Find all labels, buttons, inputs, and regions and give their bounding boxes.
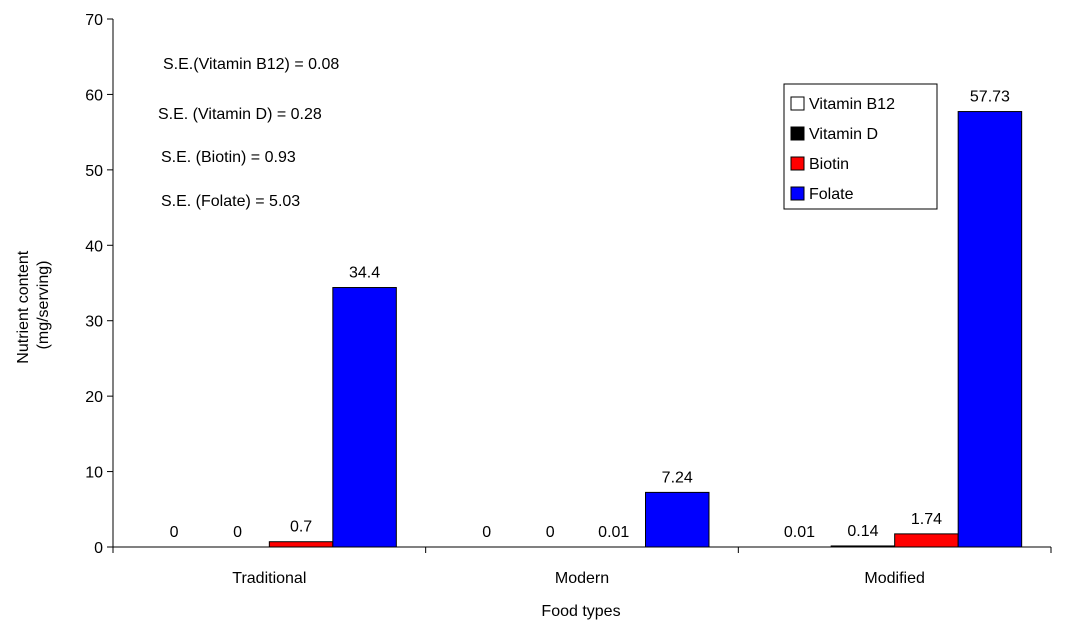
legend-label: Folate: [809, 186, 854, 203]
y-tick-label: 70: [85, 12, 103, 29]
se-note-folate: S.E. (Folate) = 5.03: [161, 193, 300, 210]
legend-label: Biotin: [809, 156, 849, 173]
legend-swatch: [790, 186, 805, 201]
y-tick-label: 50: [85, 163, 103, 180]
data-label: 0: [233, 524, 242, 541]
data-label: 0: [546, 524, 555, 541]
axes: 0 10 20 30 40 50 60 70 Traditional Modern Modified: [85, 12, 1052, 587]
y-tick-label: 60: [85, 87, 103, 104]
legend-label: Vitamin D: [809, 126, 878, 143]
data-label: 0.14: [847, 523, 878, 540]
se-note-vitamin-d: S.E. (Vitamin D) = 0.28: [158, 106, 322, 123]
legend: Vitamin B12 Vitamin D Biotin Folate: [783, 83, 938, 210]
legend-swatch: [790, 156, 805, 171]
legend-swatch: [790, 96, 805, 111]
data-label: 0: [482, 524, 491, 541]
y-tick-label: 10: [85, 465, 103, 482]
data-label: 1.74: [911, 511, 942, 528]
data-labels: 0 0 0.01 0 0 0.14 0.7 0.01 1.74 34.4 7.24 57.73: [170, 89, 1010, 541]
data-label: 0.01: [598, 524, 629, 541]
data-label: 0.01: [784, 524, 815, 541]
y-axis-title-line-2: (mg/serving): [35, 261, 52, 350]
y-axis-title: Nutrient content (mg/serving): [15, 246, 52, 363]
y-axis-title-line-1: Nutrient content: [15, 250, 32, 364]
se-annotations: S.E.(Vitamin B12) = 0.08 S.E. (Vitamin D…: [158, 56, 339, 210]
bar: [894, 533, 959, 548]
bars: [268, 111, 1023, 548]
bar: [332, 287, 397, 548]
y-tick-label: 30: [85, 314, 103, 331]
data-label: 0: [170, 524, 179, 541]
data-label: 57.73: [970, 89, 1010, 106]
bar: [957, 111, 1023, 548]
x-axis-title: Food types: [541, 603, 620, 620]
se-note-vitamin-b12: S.E.(Vitamin B12) = 0.08: [163, 56, 339, 73]
y-tick-label: 40: [85, 238, 103, 255]
data-label: 34.4: [349, 265, 380, 282]
x-tick-label: Traditional: [232, 570, 306, 587]
legend-swatch: [790, 126, 805, 141]
y-tick-label: 20: [85, 389, 103, 406]
bar: [268, 541, 334, 548]
legend-label: Vitamin B12: [809, 96, 895, 113]
x-tick-label: Modern: [555, 570, 609, 587]
x-tick-label: Modified: [864, 570, 924, 587]
bar: [645, 491, 710, 548]
data-label: 0.7: [290, 519, 312, 536]
se-note-biotin: S.E. (Biotin) = 0.93: [161, 149, 296, 166]
bar: [830, 545, 896, 548]
y-tick-label: 0: [94, 540, 103, 557]
data-label: 7.24: [662, 469, 693, 486]
legend-box: [783, 83, 938, 210]
